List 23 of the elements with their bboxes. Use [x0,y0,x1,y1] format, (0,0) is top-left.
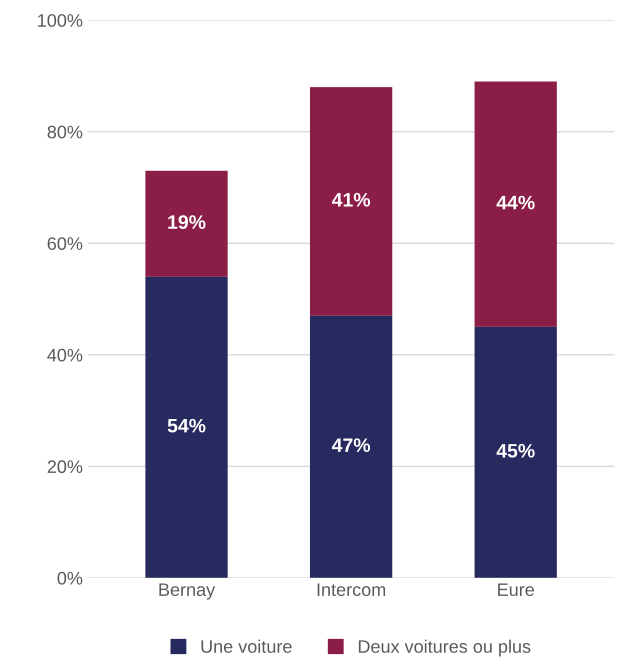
x-tick-label: Intercom [318,583,386,596]
data-label: 19% [168,215,206,229]
y-tick-label: 0% [58,572,82,585]
y-tick-label: 20% [48,460,82,474]
x-tick-label: Bernay [159,583,216,600]
bar [310,87,392,316]
bar [310,316,392,578]
y-tick-label: 60% [48,237,82,250]
bar [145,276,228,578]
data-label: 54% [168,418,206,433]
data-label: 47% [332,438,370,452]
data-label: 45% [496,444,535,458]
y-tick-label: 100% [38,14,82,27]
bar [145,170,228,277]
x-tick-label: Eure [498,583,534,596]
legend-label: Une voiture [201,640,292,653]
bar [474,82,557,327]
data-label: 44% [496,196,535,210]
y-tick-label: 40% [47,348,82,362]
legend-label: Deux voitures ou plus [358,640,530,656]
bar [474,326,557,578]
y-tick-label: 80% [48,126,82,138]
data-label: 41% [332,192,370,207]
